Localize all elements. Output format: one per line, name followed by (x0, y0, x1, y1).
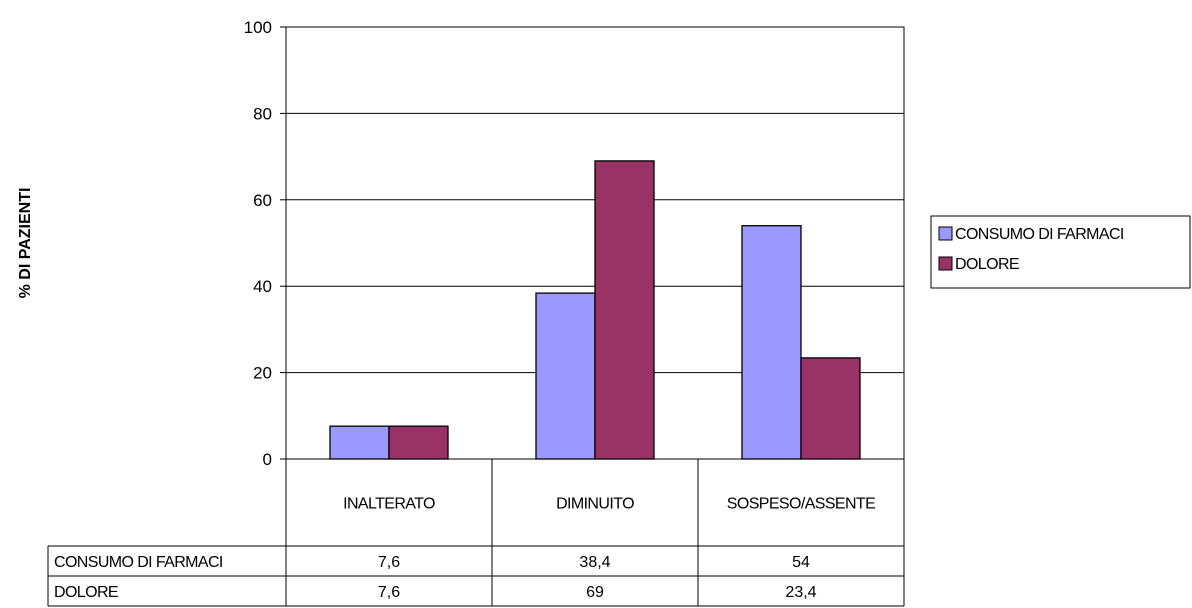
bar-consumo-di-farmaci-sospeso-assente (741, 225, 802, 460)
y-axis-label: % DI PAZIENTI (17, 188, 34, 299)
bar-consumo-di-farmaci-inalterato (329, 425, 390, 460)
y-tick-label: 60 (253, 191, 272, 210)
data-table: INALTERATO DIMINUITO SOSPESO/ASSENTE CONSUM… (47, 459, 905, 607)
table-row-label-dolore: DOLORE (54, 584, 118, 601)
table-cell-dolore-diminuito: 69 (586, 584, 604, 601)
legend-box (930, 215, 1191, 289)
table-row-label-consumo-di-farmaci: CONSUMO DI FARMACI (54, 554, 223, 571)
legend-label-consumo-di-farmaci: CONSUMO DI FARMACI (955, 226, 1124, 243)
bar-dolore-diminuito (594, 160, 655, 460)
y-tick-labels: 0 20 40 60 80 100 (244, 18, 272, 469)
table-cell-consumo-di-farmaci-diminuito: 38,4 (579, 554, 610, 571)
table-cell-dolore-sospeso-assente: 23,4 (785, 584, 816, 601)
legend-swatch-consumo-di-farmaci (938, 226, 953, 241)
legend-swatch-dolore (938, 256, 953, 271)
legend: CONSUMO DI FARMACI DOLORE (930, 215, 1191, 289)
bar-dolore-sospeso-assente (800, 357, 861, 460)
y-tick-label: 20 (253, 364, 272, 383)
y-tick-label: 40 (253, 277, 272, 296)
table-cell-consumo-di-farmaci-inalterato: 7,6 (378, 554, 400, 571)
table-cell-consumo-di-farmaci-sospeso-assente: 54 (792, 554, 810, 571)
y-tick-label: 100 (244, 18, 272, 37)
table-cell-dolore-inalterato: 7,6 (378, 584, 400, 601)
category-label-inalterato: INALTERATO (343, 496, 435, 513)
bar-dolore-inalterato (388, 425, 449, 460)
legend-label-dolore: DOLORE (955, 256, 1019, 273)
bar-consumo-di-farmaci-diminuito (535, 292, 596, 460)
y-tick-label: 0 (263, 450, 272, 469)
axes (280, 26, 905, 460)
category-label-sospeso-assente: SOSPESO/ASSENTE (727, 496, 875, 513)
category-label-diminuito: DIMINUITO (556, 496, 634, 513)
plot-area (285, 26, 905, 460)
y-tick-label: 80 (253, 104, 272, 123)
bars (329, 160, 861, 460)
